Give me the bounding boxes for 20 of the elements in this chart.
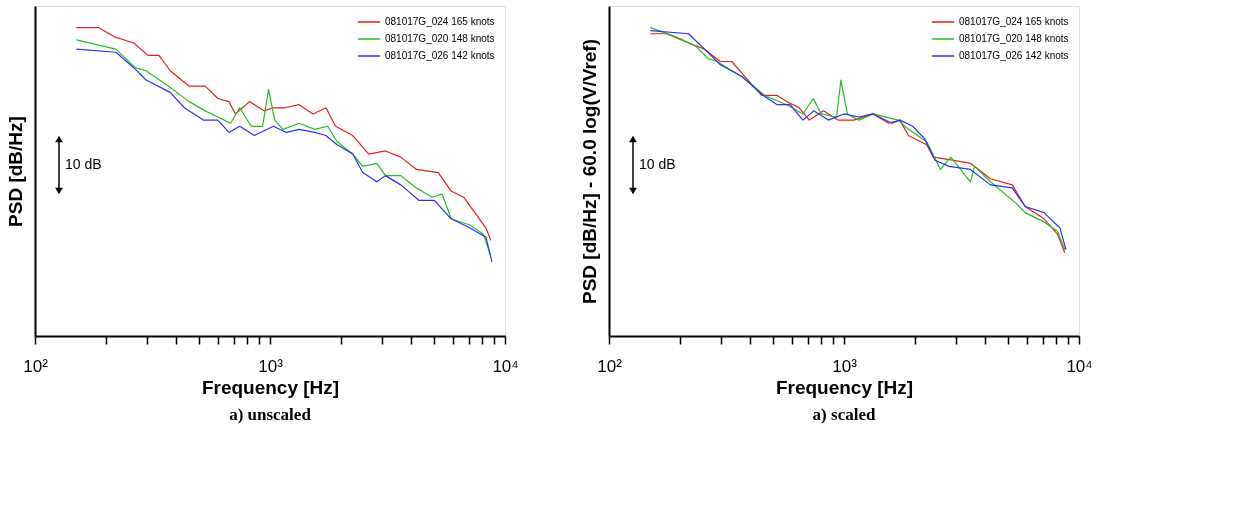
x-tick-label: 10⁴ [492,356,519,376]
x-axis-title: Frequency [Hz] [201,376,340,398]
annotation: 10 dB [65,156,102,172]
x-tick-label: 10⁴ [1066,356,1093,376]
annotation: 10 dB [639,156,676,172]
text: a) scaled [812,405,876,424]
text: a) unscaled [229,405,312,424]
legend-label: 081017G_026 142 knots [959,50,1069,61]
x-tick-label: 10³ [258,356,284,376]
x-tick-label: 10² [597,356,623,376]
y-axis-title: PSD [dB/Hz] - 60.0 log(V/Vref) [578,39,600,304]
legend-label: 081017G_026 142 knots [385,50,495,61]
legend-label: 081017G_020 148 knots [959,33,1069,44]
legend-label: 081017G_020 148 knots [385,33,495,44]
x-axis-title: Frequency [Hz] [775,376,914,398]
x-tick-label: 10² [23,356,49,376]
y-axis-title: PSD [dB/Hz] [4,116,26,227]
legend-label: 081017G_024 165 knots [385,16,495,27]
x-tick-label: 10³ [832,356,858,376]
legend-label: 081017G_024 165 knots [959,16,1069,27]
